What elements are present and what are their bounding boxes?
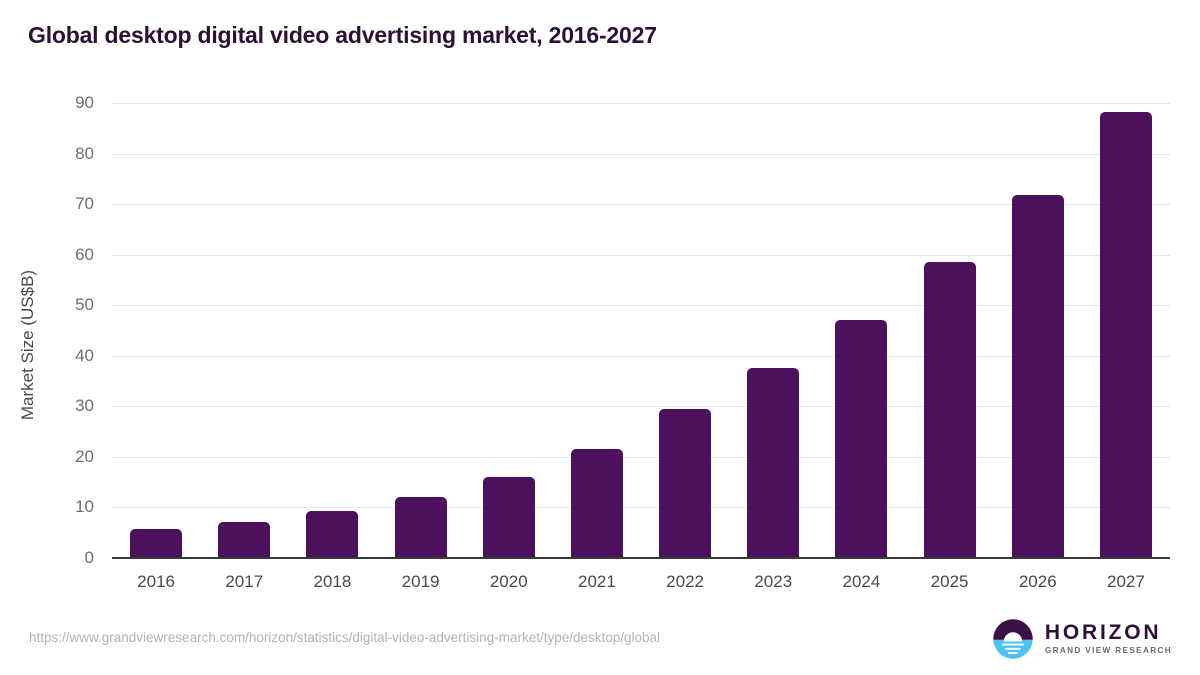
bar[interactable] [835, 319, 888, 558]
bar-group[interactable]: 2022 [659, 103, 712, 591]
y-axis-tick-label: 50 [75, 295, 94, 315]
page-title: Global desktop digital video advertising… [28, 22, 657, 48]
x-axis-tick-label: 2020 [489, 572, 528, 591]
bar[interactable] [130, 528, 183, 558]
bar-group[interactable]: 2018 [306, 103, 359, 591]
x-axis-tick-label: 2025 [930, 572, 969, 591]
bar[interactable] [747, 367, 800, 558]
gridline [112, 507, 1170, 509]
y-axis-tick-label: 70 [75, 194, 94, 214]
x-axis-tick-label: 2026 [1018, 572, 1057, 591]
brand-logo: HORIZON GRAND VIEW RESEARCH [992, 617, 1172, 661]
y-axis-tick-label: 40 [75, 345, 94, 365]
bar[interactable] [482, 477, 535, 558]
bar-group[interactable]: 2016 [130, 103, 183, 591]
bar-group[interactable]: 2025 [923, 103, 976, 591]
y-axis-tick-label: 80 [75, 143, 94, 163]
source-url[interactable]: https://www.grandviewresearch.com/horizo… [29, 630, 661, 645]
bar-series: 2016 2017 2018 2019 2020 2021 2022 2023 2024 2025… [112, 103, 1170, 591]
gridline [112, 456, 1170, 458]
y-axis-tick-label: 60 [75, 244, 94, 264]
gridline [112, 355, 1170, 357]
bar-group[interactable]: 2019 [394, 103, 447, 591]
plot-area: 2016 2017 2018 2019 2020 2021 2022 2023 2024 2025… [112, 103, 1170, 591]
bar[interactable] [923, 262, 976, 558]
x-axis-tick-label: 2027 [1106, 572, 1145, 591]
bar-group[interactable]: 2020 [482, 103, 535, 591]
y-axis-title: Market Size (US$B) [18, 269, 37, 421]
bar-group[interactable]: 2017 [218, 103, 271, 591]
gridline [112, 153, 1170, 155]
bar[interactable] [659, 408, 712, 558]
x-axis-tick-label: 2024 [842, 572, 881, 591]
y-axis-tick-label: 20 [75, 446, 94, 466]
brand-tagline: GRAND VIEW RESEARCH [1044, 646, 1172, 656]
x-axis-tick-label: 2021 [577, 572, 616, 591]
bar[interactable] [1011, 194, 1064, 558]
y-axis: Market Size (US$B) 0 10 20 30 40 50 60 70 80 90 [0, 93, 104, 567]
bar-group[interactable]: 2027 [1099, 103, 1152, 591]
brand-logo-text: HORIZON GRAND VIEW RESEARCH [1045, 622, 1172, 655]
x-axis-line [112, 557, 1170, 559]
y-axis-tick-label: 90 [75, 93, 94, 112]
bar-group[interactable]: 2026 [1011, 103, 1064, 591]
bar-group[interactable]: 2021 [570, 103, 623, 591]
gridline [112, 305, 1170, 307]
x-axis-tick-label: 2022 [666, 572, 704, 591]
bar[interactable] [394, 496, 447, 558]
bar[interactable] [1099, 112, 1152, 558]
x-axis-tick-label: 2023 [754, 572, 793, 591]
gridline [112, 204, 1170, 206]
horizon-sunrise-circle-icon [993, 619, 1033, 659]
x-axis-tick-label: 2018 [313, 572, 352, 591]
gridlines [112, 103, 1170, 558]
x-axis-tick-label: 2016 [137, 572, 175, 591]
gridline [112, 406, 1170, 408]
y-axis-tick-label: 0 [84, 548, 94, 567]
x-axis-tick-label: 2017 [225, 572, 264, 591]
bar-group[interactable]: 2024 [835, 103, 888, 591]
gridline [112, 254, 1170, 256]
bar[interactable] [218, 522, 271, 558]
y-axis-tick-label: 30 [75, 396, 94, 416]
gridline [112, 103, 1170, 104]
x-axis-tick-label: 2019 [401, 572, 440, 591]
brand-name: HORIZON [1044, 621, 1162, 645]
bar[interactable] [306, 510, 359, 558]
y-axis-tick-label: 10 [75, 497, 94, 517]
bar[interactable] [570, 449, 623, 558]
bar-group[interactable]: 2023 [747, 103, 800, 591]
